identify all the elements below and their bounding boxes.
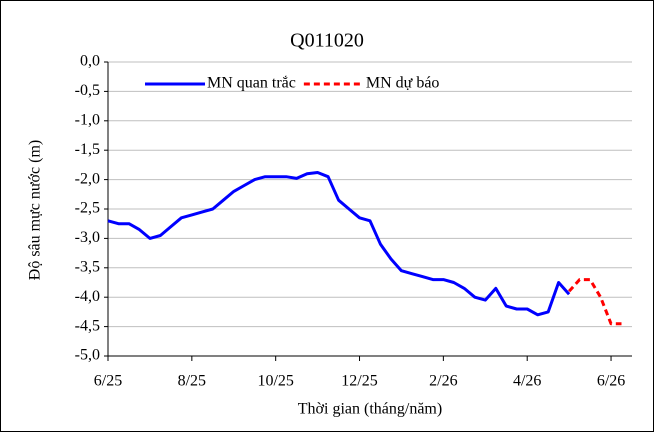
y-tick-label: -2,5 — [75, 200, 100, 217]
y-tick-label: -1,0 — [75, 111, 100, 128]
y-tick-label: -3,0 — [75, 229, 100, 246]
y-tick-label: -5,0 — [75, 347, 100, 364]
data-line — [567, 278, 622, 326]
x-tick-label: 6/26 — [597, 373, 625, 390]
x-tick-label: 12/25 — [341, 373, 377, 390]
y-axis-title: Độ sâu mực nước (m) — [27, 140, 44, 280]
y-tick-label: -1,5 — [75, 141, 100, 158]
chart-title: Q011020 — [290, 30, 364, 52]
x-tick-label: 6/25 — [94, 373, 122, 390]
y-tick-label: -2,0 — [75, 170, 100, 187]
legend-label: MN quan trắc — [207, 75, 296, 92]
x-tick-label: 2/26 — [429, 373, 457, 390]
x-tick-label: 4/26 — [513, 373, 541, 390]
y-tick-label: -4,0 — [75, 288, 100, 305]
y-tick-label: -3,5 — [75, 258, 100, 275]
y-tick-label: -0,5 — [75, 82, 100, 99]
x-tick-label: 10/25 — [257, 373, 293, 390]
data-line — [107, 171, 571, 317]
x-tick-label: 8/25 — [178, 373, 206, 390]
legend-label: MN dự báo — [366, 75, 440, 92]
y-tick-label: 0,0 — [80, 53, 100, 70]
x-axis-title: Thời gian (tháng/năm) — [298, 401, 442, 418]
y-tick-label: -4,5 — [75, 317, 100, 334]
